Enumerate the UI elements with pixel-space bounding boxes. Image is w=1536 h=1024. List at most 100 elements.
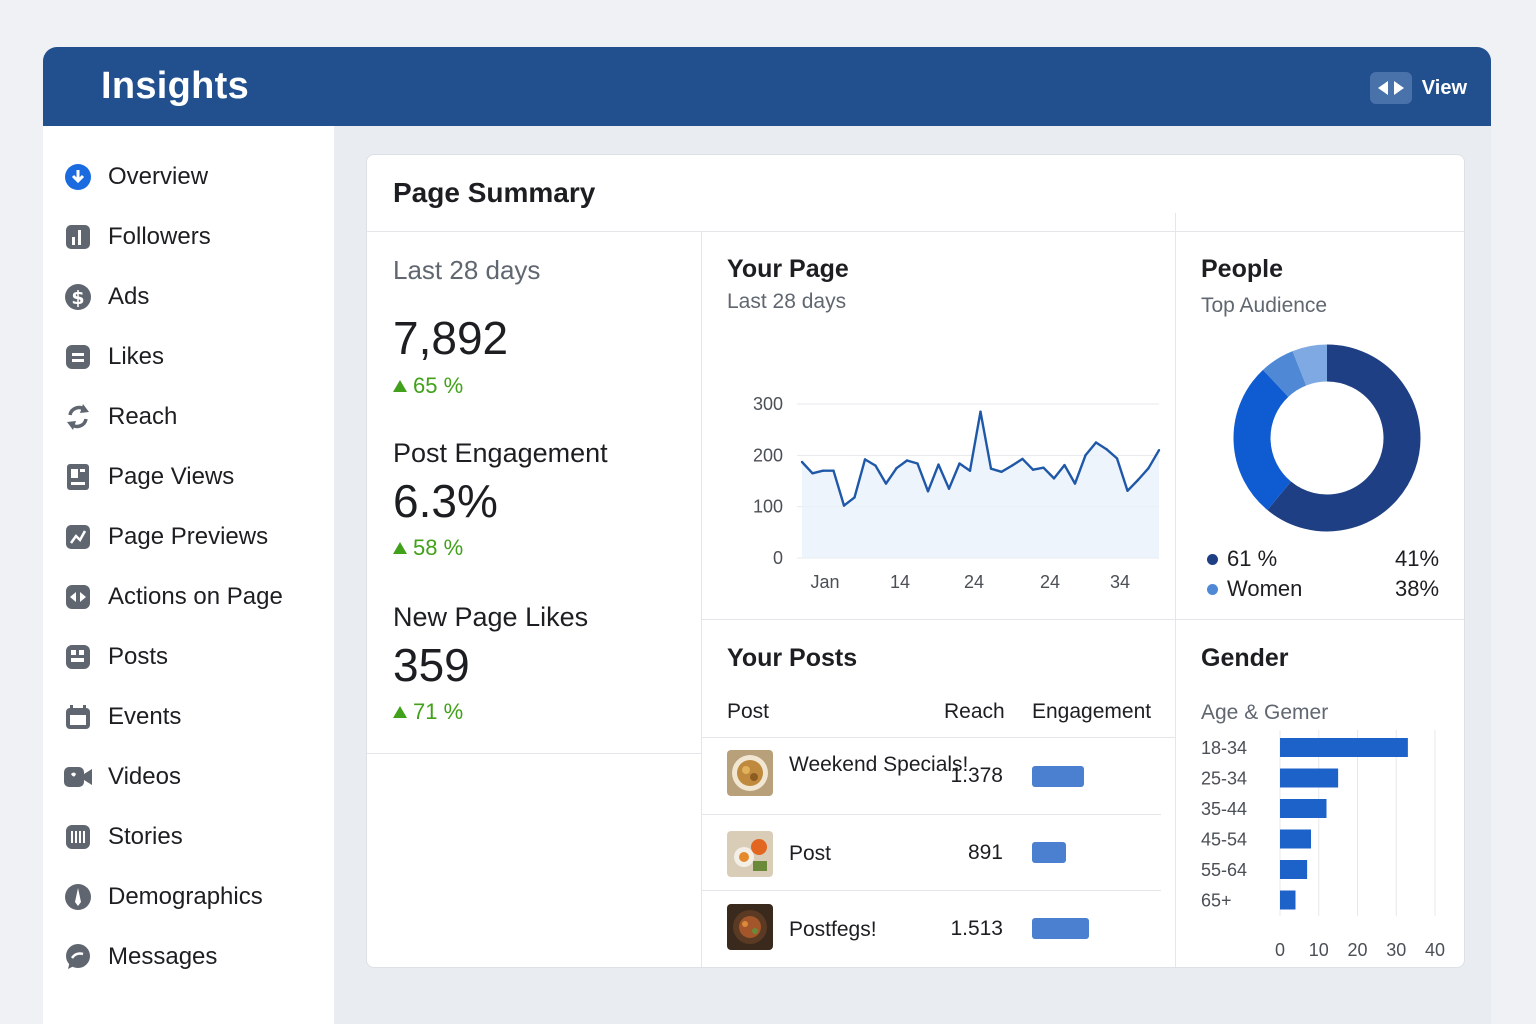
category-label: 18-34 (1201, 738, 1247, 758)
data-point (989, 467, 993, 470)
data-point (1010, 464, 1014, 467)
bar (1280, 738, 1408, 757)
post-reach: 891 (967, 841, 1003, 864)
divider (701, 737, 1175, 738)
delta-text: 71 % (413, 699, 464, 724)
data-point (958, 462, 961, 465)
metric-engagement-value: 6.3% (393, 475, 498, 527)
divider (701, 814, 1161, 815)
sidebar-item-demographics[interactable]: Demographics (63, 877, 263, 917)
data-point (821, 469, 825, 472)
sidebar-item-videos[interactable]: Videos (63, 757, 181, 797)
bar (1280, 829, 1311, 849)
sidebar-item-label: Actions on Page (108, 583, 283, 610)
x-tick-label: 0 (1275, 940, 1285, 960)
col-engagement: Engagement (1032, 700, 1152, 723)
data-point (800, 460, 804, 464)
sidebar-item-overview[interactable]: Overview (63, 157, 208, 197)
data-point (874, 464, 877, 467)
data-point (863, 458, 867, 461)
delta-text: 65 % (413, 373, 464, 398)
bar (1280, 890, 1296, 910)
sidebar-item-actions-on-page[interactable]: Actions on Page (63, 577, 283, 617)
col-reach: Reach (944, 700, 1005, 723)
bar-chart-icon (63, 222, 93, 252)
donut-chart (1233, 344, 1421, 532)
sidebar-item-events[interactable]: Events (63, 697, 181, 737)
sidebar-item-page-previews[interactable]: Page Previews (63, 517, 268, 557)
data-point (968, 469, 972, 472)
data-point (916, 462, 919, 465)
sidebar-item-label: Overview (108, 163, 209, 190)
data-point (1136, 478, 1140, 482)
sidebar-item-label: Page Views (108, 463, 235, 490)
sidebar-item-label: Page Previews (108, 523, 269, 550)
video-icon (63, 762, 93, 792)
donut-slice (1233, 369, 1292, 511)
data-point (884, 482, 888, 485)
legend-label: 61 % (1227, 546, 1278, 571)
your-page-title: Your Page (727, 255, 849, 283)
data-point (811, 472, 814, 475)
sidebar-item-label: Likes (108, 343, 165, 370)
y-tick-label: 200 (753, 445, 783, 465)
metric-engagement-delta: 58 % (393, 535, 463, 561)
divider (367, 231, 1464, 232)
x-tick-label: Jan (810, 572, 839, 592)
up-arrow-icon (393, 542, 407, 554)
post-name: Postfegs! (789, 918, 877, 941)
data-point (832, 469, 835, 472)
sidebar-item-messages[interactable]: Messages (63, 937, 217, 977)
up-arrow-icon (393, 380, 407, 392)
message-icon (63, 942, 93, 972)
people-title: People (1201, 255, 1283, 283)
sidebar-item-reach[interactable]: Reach (63, 397, 177, 437)
data-point (1031, 468, 1035, 471)
sidebar-item-posts[interactable]: Posts (63, 637, 168, 677)
view-button[interactable]: View (1369, 71, 1467, 105)
bar (1280, 860, 1308, 879)
data-point (1073, 482, 1077, 485)
engagement-bar (1032, 766, 1084, 787)
data-point (947, 487, 951, 490)
bar (1280, 799, 1327, 818)
post-thumbnail (727, 750, 773, 796)
posts-icon (63, 642, 93, 672)
sidebar-item-page-views[interactable]: Page Views (63, 457, 234, 497)
legend-item: 61 % (1207, 546, 1277, 572)
data-point (842, 504, 846, 507)
data-point (1105, 447, 1108, 451)
preview-icon (63, 522, 93, 552)
category-label: 55-64 (1201, 860, 1247, 880)
x-tick-label: 10 (1309, 940, 1329, 960)
bar (1280, 768, 1339, 788)
legend-item: Women (1207, 576, 1302, 602)
data-point (895, 466, 898, 470)
x-tick-label: 14 (890, 572, 910, 592)
data-point (905, 459, 909, 462)
x-tick-label: 20 (1347, 940, 1367, 960)
summary-period: Last 28 days (393, 255, 541, 285)
legend-dot (1207, 553, 1218, 565)
dollar-icon: $ (63, 282, 93, 312)
header-bar: Insights View (43, 47, 1491, 126)
sidebar-item-label: Demographics (108, 883, 263, 910)
line-chart: 300 200 100 0 Jan 14 24 24 34 (753, 394, 1161, 592)
calendar-icon (63, 702, 93, 732)
sidebar-item-followers[interactable]: Followers (63, 217, 211, 257)
post-reach: 1.378 (950, 764, 1003, 787)
sidebar-item-likes[interactable]: Likes (63, 337, 164, 377)
sidebar-item-label: Followers (108, 223, 211, 250)
app-title: Insights (101, 65, 250, 107)
sidebar-item-stories[interactable]: Stories (63, 817, 183, 857)
data-point (1157, 449, 1161, 452)
sidebar-item-ads[interactable]: $ Ads (63, 277, 149, 317)
view-label: View (1421, 76, 1467, 99)
age-bar-chart: 0 10 20 30 40 18-34 25-34 35-44 45-54 55-64 65+ (1201, 730, 1445, 960)
your-page-subtitle: Last 28 days (727, 290, 847, 313)
data-point (1094, 441, 1098, 444)
legend-value: 41% (1395, 546, 1440, 571)
divider (701, 619, 1464, 620)
category-label: 65+ (1201, 891, 1232, 911)
gender-subtitle: Age & Gemer (1201, 701, 1329, 724)
